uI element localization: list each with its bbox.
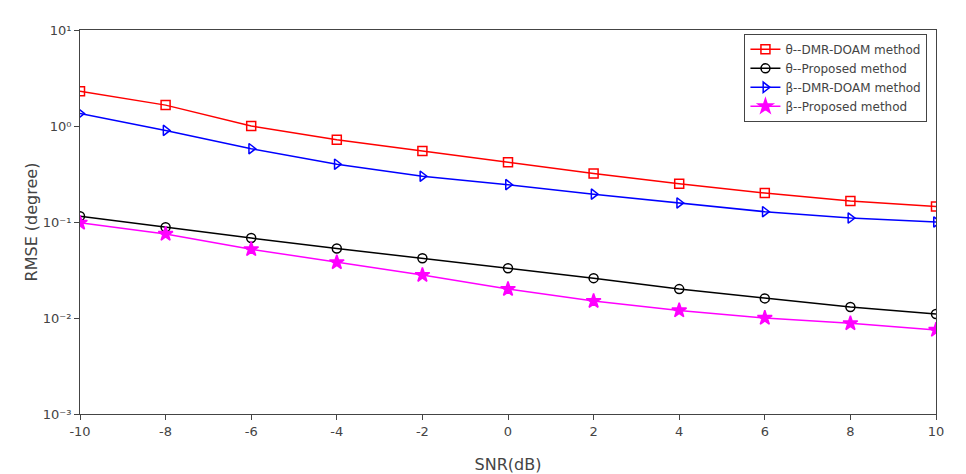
svg-text:SNR(dB): SNR(dB)	[475, 455, 542, 474]
svg-text:-6: -6	[245, 424, 258, 439]
svg-text:0: 0	[504, 424, 512, 439]
svg-text:10⁰: 10⁰	[50, 119, 72, 134]
svg-text:β--Proposed method: β--Proposed method	[785, 100, 907, 114]
svg-text:10: 10	[928, 424, 945, 439]
svg-text:4: 4	[675, 424, 683, 439]
svg-text:-8: -8	[159, 424, 172, 439]
svg-text:6: 6	[761, 424, 769, 439]
svg-text:θ--Proposed method: θ--Proposed method	[785, 62, 906, 76]
svg-text:-4: -4	[330, 424, 343, 439]
svg-text:θ--DMR-DOAM method: θ--DMR-DOAM method	[785, 43, 920, 57]
svg-text:10⁻¹: 10⁻¹	[43, 215, 72, 230]
svg-text:10⁻³: 10⁻³	[43, 407, 72, 422]
svg-text:-10: -10	[69, 424, 90, 439]
svg-text:8: 8	[846, 424, 854, 439]
svg-text:10⁻²: 10⁻²	[43, 311, 72, 326]
svg-text:2: 2	[589, 424, 597, 439]
svg-text:-2: -2	[416, 424, 429, 439]
svg-text:RMSE (degree): RMSE (degree)	[22, 163, 41, 282]
svg-text:β--DMR-DOAM method: β--DMR-DOAM method	[785, 81, 920, 95]
svg-text:10¹: 10¹	[50, 23, 72, 38]
